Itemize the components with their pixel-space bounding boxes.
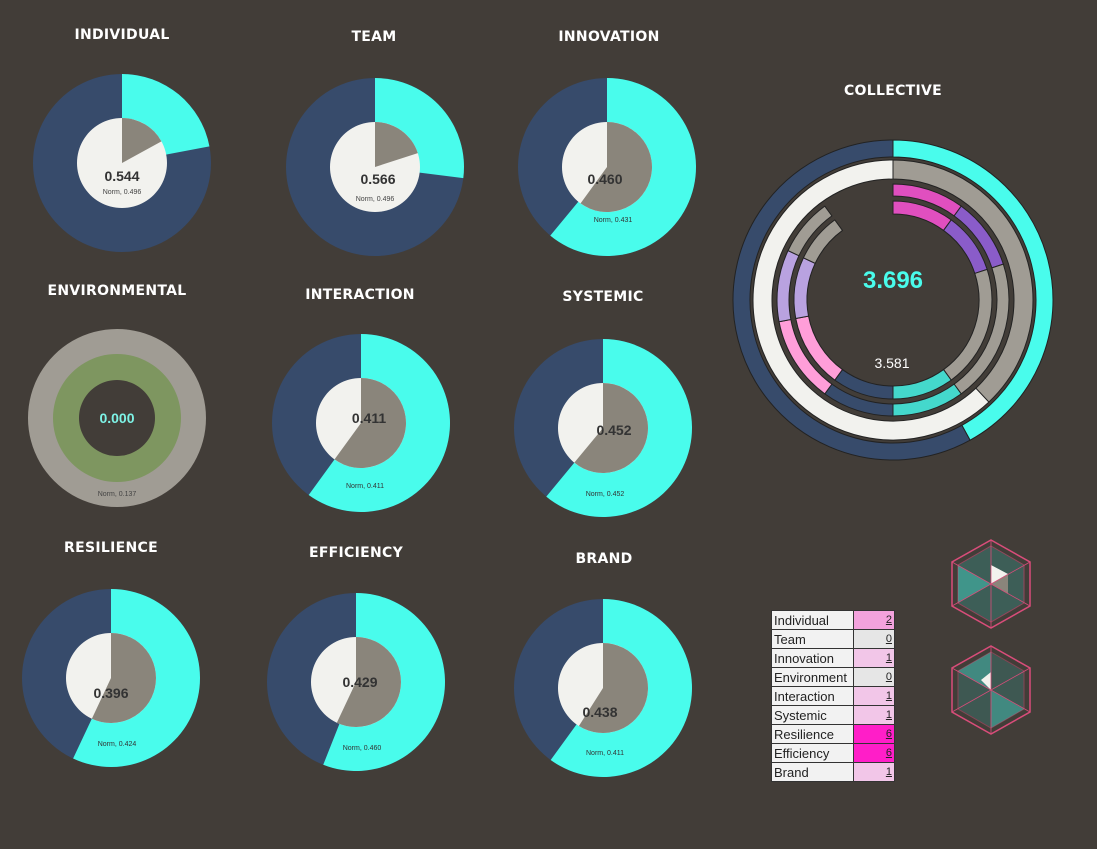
donut-interaction: 0.411 Norm, 0.411 bbox=[271, 334, 450, 512]
value-label: 0.460 bbox=[587, 171, 622, 187]
chart-title-collective: COLLECTIVE bbox=[843, 83, 942, 99]
chart-title-innovation: INNOVATION bbox=[558, 29, 660, 45]
legend-count[interactable]: 1 bbox=[853, 686, 895, 706]
chart-title-team: TEAM bbox=[351, 29, 397, 45]
norm-label: Norm, 0.431 bbox=[594, 217, 633, 224]
inner-value-slice bbox=[336, 637, 401, 727]
norm-label: Norm, 0.452 bbox=[586, 491, 625, 498]
chart-title-brand: BRAND bbox=[575, 551, 633, 567]
value-label: 0.566 bbox=[360, 171, 395, 187]
chart-title-interaction: INTERACTION bbox=[305, 287, 415, 303]
legend-label: Resilience bbox=[771, 724, 854, 744]
chart-title-environmental: ENVIRONMENTAL bbox=[47, 283, 187, 299]
legend-label: Team bbox=[771, 629, 854, 649]
norm-label: Norm, 0.496 bbox=[356, 196, 395, 203]
donut-resilience: 0.396 Norm, 0.424 bbox=[21, 589, 200, 767]
chart-title-systemic: SYSTEMIC bbox=[562, 289, 644, 305]
legend-label: Efficiency bbox=[771, 743, 854, 763]
legend-count[interactable]: 0 bbox=[853, 667, 895, 687]
hexagon-cube-icon bbox=[951, 539, 1031, 629]
legend-label: Innovation bbox=[771, 648, 854, 668]
value-label: 0.452 bbox=[596, 422, 631, 438]
legend-count[interactable]: 6 bbox=[853, 724, 895, 744]
value-label: 0.396 bbox=[93, 685, 128, 701]
donut-team: 0.566 Norm, 0.496 bbox=[285, 78, 464, 256]
legend-count[interactable]: 6 bbox=[853, 743, 895, 763]
inner-value-slice bbox=[578, 643, 648, 733]
legend-table: Individual 2 Team 0 Innovation 1 Environment 0 I… bbox=[771, 610, 895, 782]
legend-count[interactable]: 2 bbox=[853, 610, 895, 630]
ring-fourth-segment bbox=[793, 257, 816, 320]
donut-environmental: Norm, 0.137 0.000 bbox=[27, 329, 206, 507]
legend-label: Environment bbox=[771, 667, 854, 687]
ring-second-segment bbox=[752, 159, 990, 441]
value-label: 0.000 bbox=[99, 410, 134, 426]
legend-count[interactable]: 1 bbox=[853, 648, 895, 668]
ring-outer-segment bbox=[732, 139, 971, 461]
value-label: 0.411 bbox=[352, 410, 386, 426]
legend-label: Individual bbox=[771, 610, 854, 630]
inner-value-slice bbox=[91, 633, 156, 723]
legend-row: Resilience 6 bbox=[771, 724, 895, 744]
donut-individual: 0.544 Norm, 0.496 bbox=[32, 74, 211, 253]
collective-norm: 3.581 bbox=[874, 355, 909, 371]
norm-label: Norm, 0.411 bbox=[346, 483, 384, 490]
inner-value-slice bbox=[580, 122, 652, 213]
donut-brand: 0.438 Norm, 0.411 bbox=[513, 599, 692, 777]
inner-value-slice bbox=[122, 118, 162, 163]
ring-fourth-segment bbox=[802, 219, 844, 265]
legend-row: Efficiency 6 bbox=[771, 743, 895, 763]
legend-label: Brand bbox=[771, 762, 854, 782]
inner-hole bbox=[78, 380, 155, 456]
norm-label: Norm, 0.460 bbox=[343, 745, 382, 752]
legend-row: Brand 1 bbox=[771, 762, 895, 782]
legend-count[interactable]: 1 bbox=[853, 762, 895, 782]
legend-row: Interaction 1 bbox=[771, 686, 895, 706]
donut-collective: 3.696 3.581 bbox=[732, 139, 1054, 461]
donut-innovation: 0.460 Norm, 0.431 bbox=[517, 78, 696, 256]
value-label: 0.429 bbox=[342, 674, 377, 690]
norm-label: Norm, 0.137 bbox=[98, 491, 137, 498]
donut-systemic: 0.452 Norm, 0.452 bbox=[513, 339, 692, 517]
legend-row: Innovation 1 bbox=[771, 648, 895, 668]
legend-row: Systemic 1 bbox=[771, 705, 895, 725]
chart-title-individual: INDIVIDUAL bbox=[74, 27, 170, 43]
hexagon-cube-icon bbox=[951, 645, 1031, 735]
norm-label: Norm, 0.411 bbox=[586, 750, 624, 757]
legend-count[interactable]: 1 bbox=[853, 705, 895, 725]
value-label: 0.438 bbox=[582, 704, 617, 720]
legend-row: Team 0 bbox=[771, 629, 895, 649]
donut-efficiency: 0.429 Norm, 0.460 bbox=[266, 593, 445, 771]
chart-title-resilience: RESILIENCE bbox=[64, 540, 158, 556]
collective-value: 3.696 bbox=[863, 267, 923, 294]
inner-value-slice bbox=[375, 122, 418, 167]
norm-label: Norm, 0.496 bbox=[103, 189, 142, 196]
legend-count[interactable]: 0 bbox=[853, 629, 895, 649]
value-label: 0.544 bbox=[104, 168, 139, 184]
norm-label: Norm, 0.424 bbox=[98, 741, 137, 748]
ring-third-segment bbox=[787, 205, 833, 257]
inner-value-slice bbox=[574, 383, 648, 473]
chart-title-efficiency: EFFICIENCY bbox=[308, 545, 404, 561]
inner-value-slice bbox=[334, 378, 406, 468]
legend-label: Interaction bbox=[771, 686, 854, 706]
legend-row: Environment 0 bbox=[771, 667, 895, 687]
legend-label: Systemic bbox=[771, 705, 854, 725]
legend-row: Individual 2 bbox=[771, 610, 895, 630]
